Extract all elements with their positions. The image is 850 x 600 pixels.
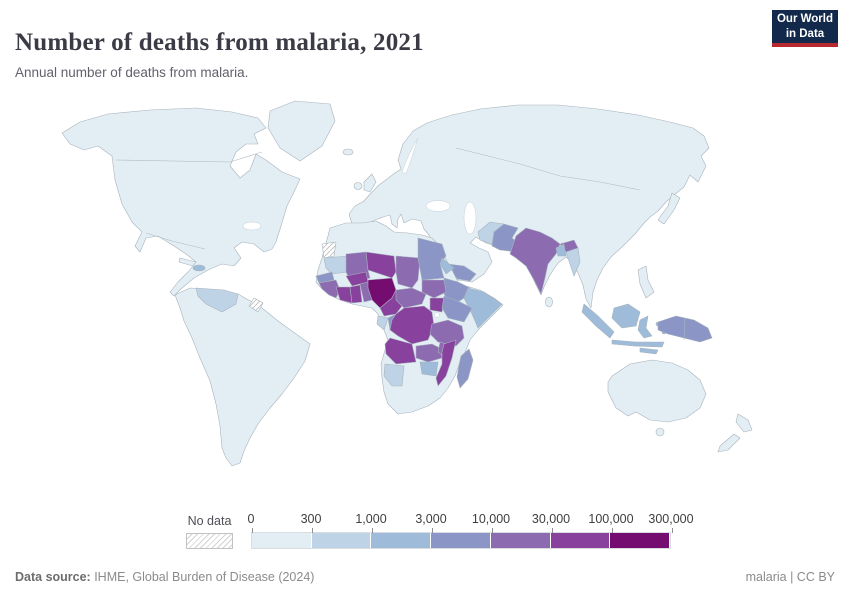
legend-no-data-swatch[interactable] [186,533,233,549]
legend-segment[interactable] [610,533,671,548]
country-indonesia-java[interactable] [611,339,665,348]
country-sudan[interactable] [417,237,447,281]
country-greenland[interactable] [267,100,336,162]
owid-logo-line1: Our World [776,12,833,25]
legend-tick-mark [552,528,553,533]
lake-victoria [434,312,440,318]
footer-license[interactable]: malaria | CC BY [745,570,835,584]
country-guinea[interactable] [318,279,341,299]
legend-tick-mark [432,528,433,533]
country-myanmar[interactable] [565,247,581,277]
country-bangladesh[interactable] [555,243,567,257]
caspian-sea [463,201,477,235]
page-title: Number of deaths from malaria, 2021 [15,28,424,56]
legend-scale: 0 300 1,000 3,000 10,000 30,000 100,000 300,000 [247,512,694,549]
country-indonesia-sulawesi[interactable] [637,315,653,339]
us-canada-border [115,151,263,163]
legend-segment[interactable] [550,533,611,548]
legend-tick-label: 0 [247,512,255,526]
legend-segment[interactable] [490,533,551,548]
country-new-zealand-north[interactable] [735,413,753,433]
country-uganda[interactable] [429,297,445,313]
country-north-america[interactable] [61,107,301,297]
owid-logo[interactable]: Our World in Data [772,10,838,47]
country-australia[interactable] [607,359,707,423]
legend-bar [251,528,673,549]
footer-source-value: IHME, Global Burden of Disease (2024) [90,570,315,584]
new-guinea-border [683,317,686,341]
legend-tick-label: 10,000 [471,512,511,526]
legend-segment[interactable] [252,533,312,548]
country-madagascar[interactable] [456,348,474,389]
country-philippines[interactable] [637,265,655,299]
country-mauritania[interactable] [323,255,349,275]
country-zimbabwe[interactable] [419,361,439,377]
country-gabon[interactable] [376,315,389,331]
legend-segment[interactable] [371,533,432,548]
country-tanzania[interactable] [429,319,465,347]
country-namibia[interactable] [383,363,405,387]
country-ireland[interactable] [353,182,363,190]
country-indonesia-borneo[interactable] [611,303,641,329]
country-tasmania[interactable] [655,427,665,437]
legend-no-data-label: No data [187,514,232,528]
country-cuba[interactable] [178,257,197,267]
country-iceland[interactable] [342,148,354,156]
country-haiti[interactable] [192,264,206,272]
world-map [0,86,850,510]
country-japan[interactable] [657,192,681,225]
country-india[interactable] [509,227,561,295]
country-somalia[interactable] [463,287,503,329]
country-angola[interactable] [384,337,417,365]
page-subtitle: Annual number of deaths from malaria. [15,64,249,80]
legend-no-data: No data [186,514,233,549]
country-senegal[interactable] [315,271,335,284]
country-new-zealand-south[interactable] [717,433,741,453]
country-western-sahara[interactable] [321,241,337,259]
country-ghana[interactable] [349,284,363,304]
country-united-kingdom[interactable] [363,173,377,193]
legend-tick-label: 1,000 [355,512,387,526]
owid-logo-line2: in Data [785,27,825,40]
legend-tick-labels: 0 300 1,000 3,000 10,000 30,000 100,000 300,000 [247,512,694,532]
legend-tick-label: 300 [300,512,322,526]
legend-segment[interactable] [311,533,372,548]
legend-tick-mark [252,528,253,533]
country-dr-congo[interactable] [389,305,435,345]
legend-tick-label: 100,000 [588,512,634,526]
legend-tick-label: 30,000 [531,512,571,526]
legend-tick-mark [612,528,613,533]
legend-tick-mark [672,528,673,533]
footer-source-label: Data source: [15,570,91,584]
legend-tick-mark [492,528,493,533]
country-indonesia-lesser-sunda[interactable] [639,347,659,355]
us-mexico-border [145,232,206,250]
black-sea [425,200,451,212]
country-south-america[interactable] [174,287,311,467]
country-eritrea[interactable] [439,257,455,275]
country-sri-lanka[interactable] [545,296,553,308]
great-lakes [242,221,262,231]
footer-source: Data source: IHME, Global Burden of Dise… [15,570,314,584]
country-niger[interactable] [365,251,397,279]
footer: Data source: IHME, Global Burden of Dise… [15,570,835,584]
country-eurasia[interactable] [348,104,710,309]
country-mozambique[interactable] [435,339,457,387]
baltic-sea [401,137,419,175]
country-french-guiana[interactable] [248,297,264,313]
central-asia-border [455,147,641,191]
country-central-african-republic[interactable] [395,287,427,309]
legend-tick-label: 3,000 [415,512,447,526]
legend-tick-label: 300,000 [648,512,694,526]
country-south-sudan[interactable] [421,279,447,299]
legend-segment[interactable] [431,533,491,548]
country-indonesia-sumatra[interactable] [581,303,615,339]
country-cote-divoire[interactable] [335,286,353,304]
legend-tick-mark [372,528,373,533]
legend-tick-mark [312,528,313,533]
map-legend: No data 0 300 1,000 3,000 10,000 30,000 100,00… [186,512,694,549]
country-kenya[interactable] [441,295,473,323]
country-venezuela[interactable] [195,287,239,313]
